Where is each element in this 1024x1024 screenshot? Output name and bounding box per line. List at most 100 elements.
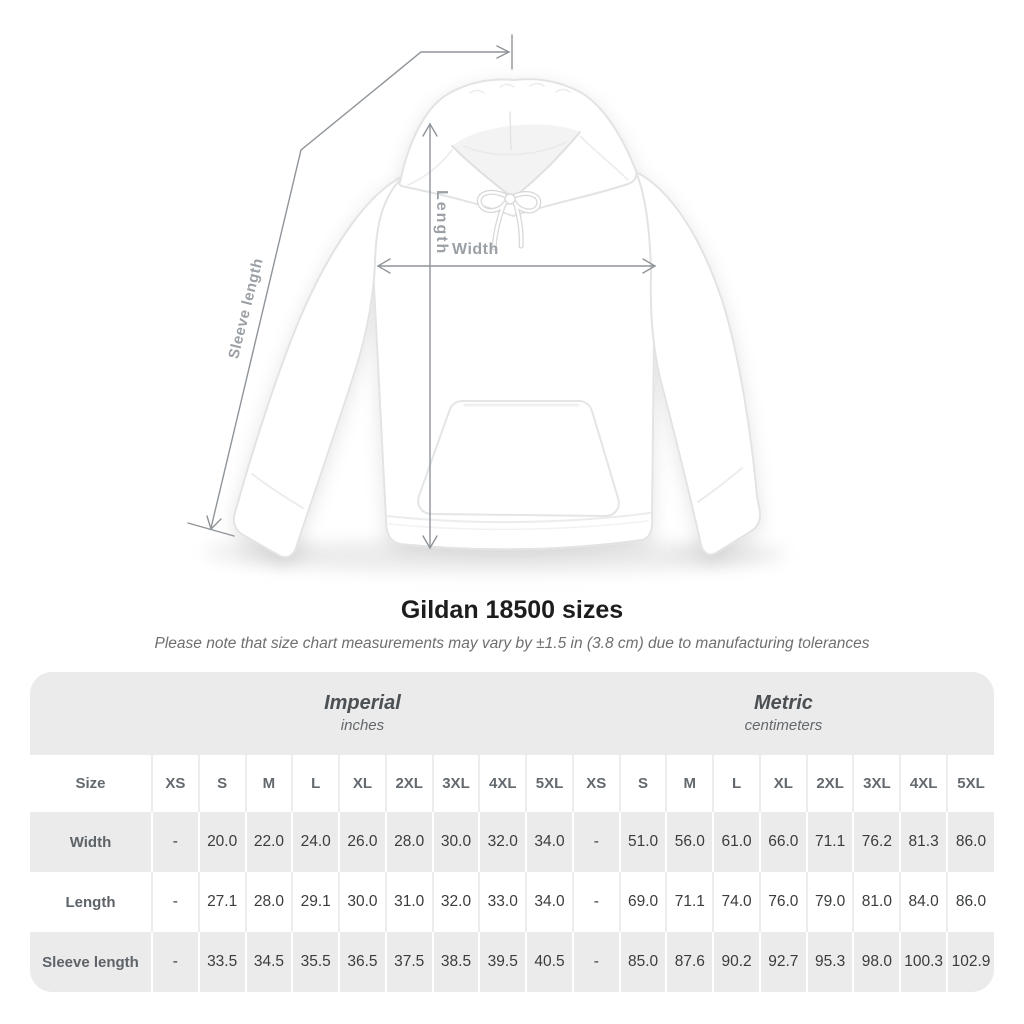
unit-group-row: Imperial inches Metric centimeters xyxy=(30,672,994,755)
value-cell: - xyxy=(571,872,620,932)
row-label: Length xyxy=(30,872,152,932)
value-cell: 27.1 xyxy=(197,872,246,932)
value-cell: 38.5 xyxy=(431,932,480,992)
hoodie-shadow xyxy=(204,539,786,573)
size-col-header: 2XL xyxy=(384,755,433,812)
value-cell: 34.0 xyxy=(525,872,573,932)
group-header-imperial: Imperial inches xyxy=(152,672,573,755)
table-body: Width -20.0 22.0 24.0 26.0 28.0 30.0 32.0 34.0-5… xyxy=(30,812,994,992)
size-col-header: XS xyxy=(151,755,199,812)
value-cell: - xyxy=(571,932,620,992)
value-cell: 20.0 xyxy=(197,812,246,872)
page-subtitle: Please note that size chart measurements… xyxy=(154,635,870,652)
table-row: Sleeve length -33.5 34.5 35.5 36.5 37.5 38.5 39… xyxy=(30,932,994,992)
value-cell: 84.0 xyxy=(899,872,948,932)
imperial-label: Imperial xyxy=(324,692,401,715)
hoodie-image xyxy=(187,34,786,573)
hoodie-right-sleeve xyxy=(635,171,762,556)
value-cell: 28.0 xyxy=(244,872,293,932)
group-corner-cell xyxy=(30,672,152,755)
group-header-metric: Metric centimeters xyxy=(572,672,994,755)
hoodie-drawstrings xyxy=(476,189,542,251)
value-cell: 32.0 xyxy=(478,812,527,872)
value-cell: 74.0 xyxy=(712,872,760,932)
value-cell: 61.0 xyxy=(712,812,760,872)
imperial-unit-label: inches xyxy=(340,717,385,735)
value-cell: - xyxy=(151,812,199,872)
value-cell: 26.0 xyxy=(338,812,386,872)
value-cell: 40.5 xyxy=(525,932,573,992)
value-cell: - xyxy=(571,812,620,872)
table-row: Length -27.1 28.0 29.1 30.0 31.0 32.0 33.0 34.0-… xyxy=(30,872,994,932)
hoodie-pocket xyxy=(417,400,620,517)
size-table: Imperial inches Metric centimeters Size … xyxy=(30,672,994,992)
row-label: Sleeve length xyxy=(30,932,152,992)
value-cell: 36.5 xyxy=(338,932,386,992)
value-cell: 66.0 xyxy=(758,812,807,872)
value-cell: 30.0 xyxy=(338,872,386,932)
value-cell: 90.2 xyxy=(712,932,760,992)
value-cell: 86.0 xyxy=(946,812,994,872)
sleeve-length-line xyxy=(187,34,513,537)
metric-label: Metric xyxy=(753,692,813,715)
value-cell: - xyxy=(151,872,199,932)
value-cell: 69.0 xyxy=(618,872,667,932)
width-label: Width xyxy=(452,241,499,258)
value-cell: 22.0 xyxy=(244,812,293,872)
value-cell: 32.0 xyxy=(431,872,480,932)
size-col-header: S xyxy=(618,755,667,812)
hoodie-measurement-diagram: Sleeve length Length Width xyxy=(187,34,786,573)
value-cell: 51.0 xyxy=(618,812,667,872)
value-cell: 95.3 xyxy=(805,932,854,992)
size-col-header: M xyxy=(244,755,293,812)
length-label: Length xyxy=(433,190,450,256)
value-cell: 86.0 xyxy=(946,872,994,932)
size-col-header: M xyxy=(665,755,714,812)
hood-inner xyxy=(452,124,580,198)
size-header-cell: Size xyxy=(30,755,152,812)
value-cell: 79.0 xyxy=(805,872,854,932)
column-header-row: Size XS S M L XL 2XL 3XL 4XL 5XL XS S M L XL 2XL 3XL 4XL… xyxy=(30,755,994,812)
value-cell: 37.5 xyxy=(384,932,433,992)
value-cell: 24.0 xyxy=(291,812,340,872)
value-cell: 56.0 xyxy=(665,812,714,872)
value-cell: - xyxy=(151,932,199,992)
value-cell: 76.2 xyxy=(852,812,901,872)
size-col-header: 5XL xyxy=(946,755,994,812)
size-col-header: 5XL xyxy=(525,755,573,812)
size-col-header: 4XL xyxy=(478,755,527,812)
value-cell: 35.5 xyxy=(291,932,340,992)
value-cell: 87.6 xyxy=(665,932,714,992)
size-col-header: L xyxy=(712,755,760,812)
value-cell: 30.0 xyxy=(431,812,480,872)
value-cell: 71.1 xyxy=(805,812,854,872)
width-line xyxy=(376,258,657,274)
size-col-header: XL xyxy=(758,755,807,812)
value-cell: 34.0 xyxy=(525,812,573,872)
size-col-header: 4XL xyxy=(899,755,948,812)
value-cell: 28.0 xyxy=(384,812,433,872)
value-cell: 85.0 xyxy=(618,932,667,992)
value-cell: 98.0 xyxy=(852,932,901,992)
value-cell: 81.0 xyxy=(852,872,901,932)
length-line xyxy=(422,122,438,550)
size-col-header: 3XL xyxy=(431,755,480,812)
table-row: Width -20.0 22.0 24.0 26.0 28.0 30.0 32.0 34.0-5… xyxy=(30,812,994,872)
size-col-header: L xyxy=(291,755,340,812)
value-cell: 34.5 xyxy=(244,932,293,992)
value-cell: 29.1 xyxy=(291,872,340,932)
value-cell: 102.9 xyxy=(946,932,994,992)
size-col-header: XL xyxy=(338,755,386,812)
size-col-header: 3XL xyxy=(852,755,901,812)
value-cell: 33.0 xyxy=(478,872,527,932)
value-cell: 71.1 xyxy=(665,872,714,932)
value-cell: 81.3 xyxy=(899,812,948,872)
value-cell: 31.0 xyxy=(384,872,433,932)
value-cell: 39.5 xyxy=(478,932,527,992)
row-label: Width xyxy=(30,812,152,872)
value-cell: 76.0 xyxy=(758,872,807,932)
measurement-lines xyxy=(187,34,657,550)
metric-unit-label: centimeters xyxy=(744,717,823,735)
value-cell: 33.5 xyxy=(197,932,246,992)
size-col-header: 2XL xyxy=(805,755,854,812)
